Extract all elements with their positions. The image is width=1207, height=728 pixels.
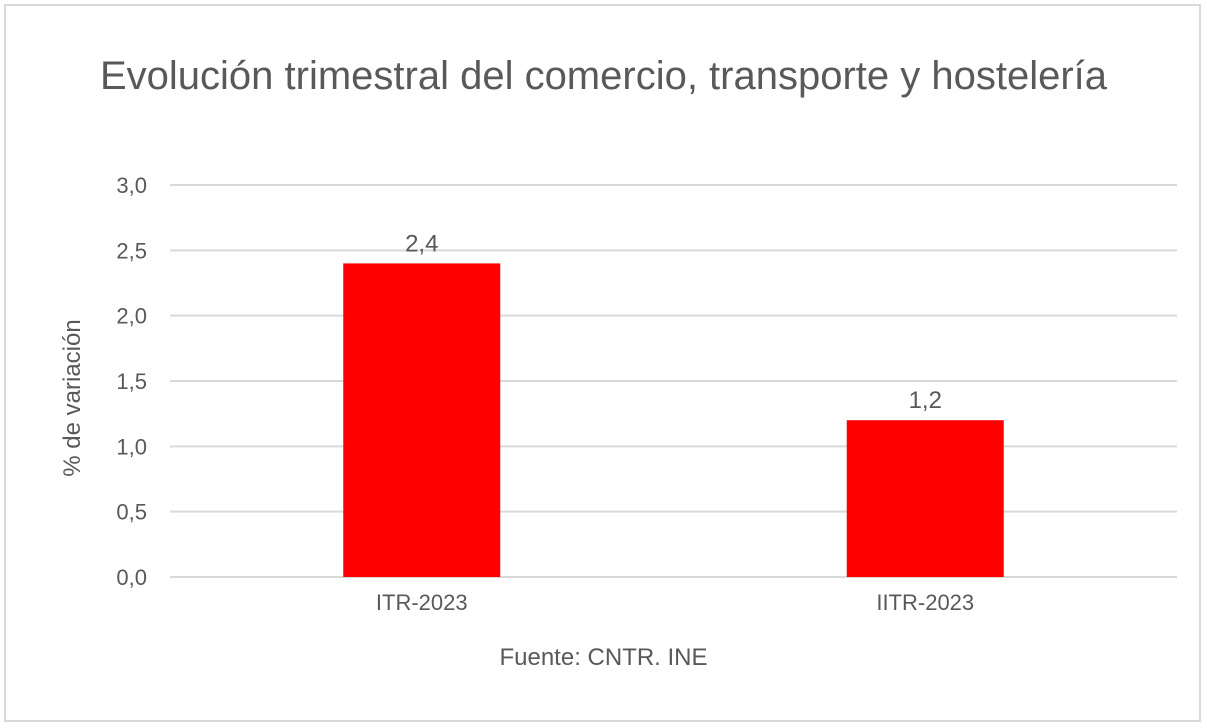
chart-frame (4, 4, 1201, 722)
y-tick-label: 2,5 (116, 238, 147, 263)
source-note: Fuente: CNTR. INE (499, 644, 708, 671)
data-label: 2,4 (405, 230, 438, 257)
x-tick-label: IITR-2023 (876, 590, 974, 615)
data-label: 1,2 (909, 387, 942, 414)
y-tick-label: 0,0 (116, 565, 147, 590)
bar (846, 420, 1004, 577)
y-tick-label: 2,0 (116, 304, 147, 329)
y-tick-label: 0,5 (116, 500, 147, 525)
y-tick-label: 3,0 (116, 173, 147, 198)
bar (343, 263, 501, 577)
y-axis-label: % de variación (59, 319, 86, 476)
x-tick-label: ITR-2023 (376, 590, 468, 615)
y-tick-label: 1,0 (116, 434, 147, 459)
y-tick-label: 1,5 (116, 369, 147, 394)
chart-title: Evolución trimestral del comercio, trans… (99, 54, 1108, 98)
